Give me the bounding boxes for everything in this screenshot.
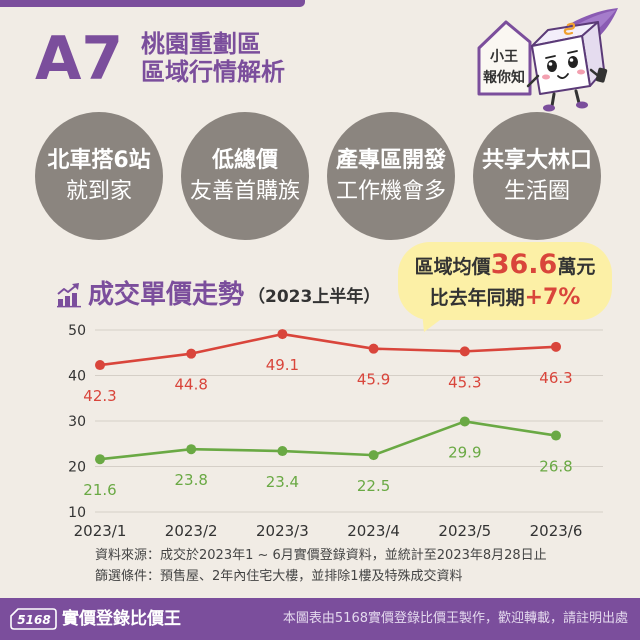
data-point: [186, 444, 197, 455]
chart-heading: 成交單價走勢 （2023上半年）: [56, 278, 380, 312]
callout-average-row: 區域均價36.6萬元: [415, 249, 596, 283]
y-tick-label: 20: [68, 460, 86, 476]
area-code: A7: [35, 24, 124, 94]
sign-text-line-2: 報你知: [483, 69, 525, 86]
data-label: 45.3: [448, 373, 481, 391]
chart-gridlines: [95, 329, 603, 513]
y-tick-label: 10: [68, 505, 86, 521]
callout-yoy-label: 比去年同期: [429, 286, 525, 309]
box-character-mascot-icon: 小王 報你知: [477, 8, 618, 112]
data-point: [459, 346, 470, 357]
x-tick-label: 2023/2: [165, 522, 218, 540]
highlight-subtext: 工作機會多: [335, 178, 446, 204]
house-sign-icon: 小王 報你知: [477, 20, 532, 96]
data-label: 21.6: [83, 481, 116, 499]
highlight-subtext: 就到家: [65, 178, 132, 204]
average-price-callout: 區域均價36.6萬元 比去年同期+7%: [398, 242, 612, 320]
data-label: 44.8: [174, 376, 207, 394]
callout-average-label: 區域均價: [414, 255, 491, 278]
highlight-circle-4: 共享大林口 生活圈: [473, 112, 601, 240]
callout-average-unit: 萬元: [557, 255, 596, 278]
data-point: [277, 329, 288, 340]
data-point: [551, 341, 561, 352]
brand-name: 實價登錄比價王: [62, 609, 181, 629]
data-point: [95, 360, 105, 371]
credit-text: 本圖表由5168實價登錄比價王製作，歡迎轉載，請註明出處: [282, 611, 628, 626]
data-label: 42.3: [83, 387, 116, 405]
x-tick-label: 2023/4: [347, 522, 400, 540]
data-label: 45.9: [357, 371, 390, 389]
chart-title: 成交單價走勢: [88, 280, 245, 310]
x-tick-label: 2023/3: [256, 522, 309, 540]
data-label: 49.1: [266, 356, 299, 374]
y-tick-label: 50: [68, 323, 86, 339]
data-point: [95, 454, 105, 465]
series-line: [99, 420, 557, 461]
highlight-circle-3: 產專區開發 工作機會多: [327, 112, 455, 240]
series-line: [99, 332, 557, 367]
callout-yoy-value: +7%: [524, 284, 581, 310]
data-point: [551, 430, 561, 441]
data-label: 26.8: [539, 458, 572, 476]
highlight-subtext: 生活圈: [503, 178, 570, 204]
x-tick-label: 2023/6: [530, 522, 583, 540]
highlight-circle-2: 低總價 友善首購族: [181, 112, 309, 240]
x-tick-label: 2023/1: [74, 522, 127, 540]
highlight-heading: 共享大林口: [481, 147, 592, 173]
data-point: [277, 446, 288, 457]
data-point: [186, 348, 197, 359]
page-title-line-1: 桃園重劃區: [141, 30, 261, 58]
series-2: 21.6 23.8 23.4 22.5 29.9 26.8: [83, 416, 573, 499]
logo-text: 5168: [17, 613, 50, 627]
top-accent-strip: [0, 0, 305, 7]
y-tick-label: 40: [68, 369, 86, 385]
house-logo-icon: 5168: [10, 608, 57, 630]
highlight-circle-1: 北車搭6站 就到家: [35, 112, 163, 240]
filter-criteria-note: 篩選條件：預售屋、2年內住宅大樓，並排除1樓及特殊成交資料: [95, 569, 463, 584]
data-label: 29.9: [448, 443, 481, 461]
x-tick-label: 2023/5: [438, 522, 491, 540]
highlight-heading: 北車搭6站: [47, 147, 151, 173]
highlight-subtext: 友善首購族: [189, 178, 300, 204]
data-label: 22.5: [357, 477, 390, 495]
highlight-heading: 低總價: [211, 147, 278, 173]
data-label: 23.8: [174, 471, 207, 489]
data-point: [368, 343, 379, 354]
y-tick-label: 30: [68, 414, 86, 430]
data-point: [459, 416, 470, 427]
series-1: 42.3 44.8 49.1 45.9 45.3 46.3: [83, 329, 573, 405]
footer-bar: 5168 實價登錄比價王 本圖表由5168實價登錄比價王製作，歡迎轉載，請註明出…: [0, 598, 640, 640]
chart-subtitle: （2023上半年）: [248, 286, 381, 307]
highlight-heading: 產專區開發: [335, 147, 446, 173]
data-label: 46.3: [539, 369, 572, 387]
mascot-character: [526, 8, 618, 112]
rising-bar-chart-icon: [57, 283, 81, 308]
sign-text-line-1: 小王: [490, 49, 518, 65]
page-title-line-2: 區域行情解析: [141, 58, 285, 86]
data-point: [368, 450, 379, 461]
data-source-note: 資料來源：成交於2023年1 ~ 6月實價登錄資料，並統計至2023年8月28日…: [95, 548, 547, 563]
callout-average-value: 36.6: [490, 248, 558, 280]
callout-yoy-row: 比去年同期+7%: [430, 283, 581, 314]
data-label: 23.4: [266, 473, 299, 491]
